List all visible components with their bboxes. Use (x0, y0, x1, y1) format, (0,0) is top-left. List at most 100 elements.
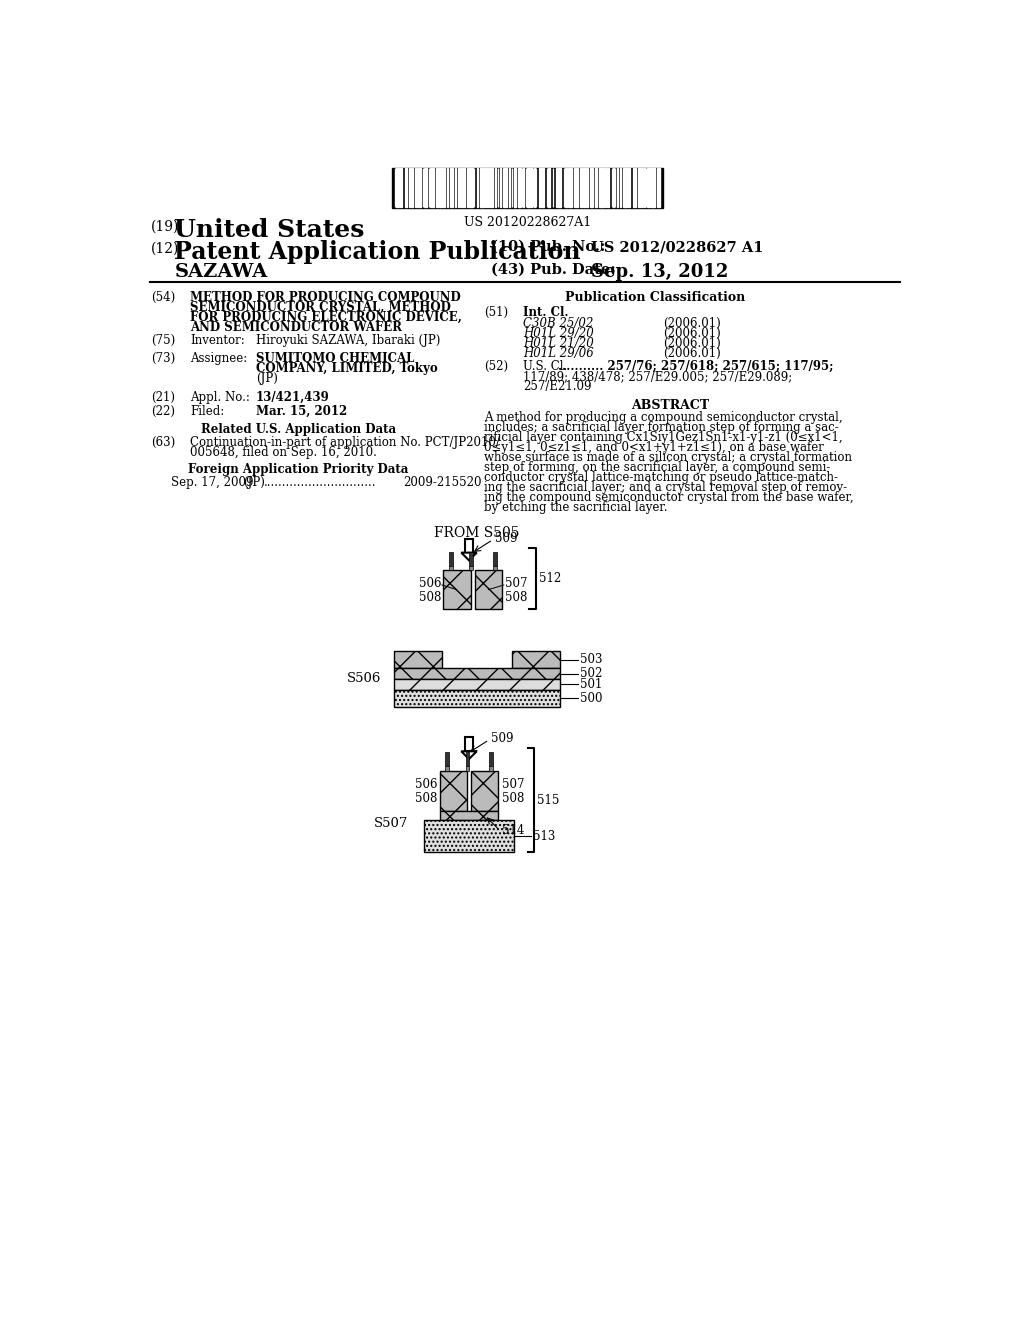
Bar (394, 668, 560, 678)
Bar (432, 169, 434, 207)
Text: 512: 512 (539, 572, 561, 585)
Text: by etching the sacrificial layer.: by etching the sacrificial layer. (484, 502, 668, 513)
Text: Patent Application Publication: Patent Application Publication (174, 240, 581, 264)
Text: (75): (75) (152, 334, 175, 347)
Text: 506: 506 (419, 577, 441, 590)
Text: (10) Pub. No.:: (10) Pub. No.: (490, 240, 605, 253)
Bar (503, 169, 505, 207)
Bar (512, 651, 560, 668)
Text: (12): (12) (152, 242, 179, 256)
Text: step of forming, on the sacrificial layer, a compound semi-: step of forming, on the sacrificial laye… (484, 461, 830, 474)
Bar (471, 169, 473, 207)
Text: COMPANY, LIMITED, Tokyo: COMPANY, LIMITED, Tokyo (256, 363, 437, 375)
Text: 506: 506 (415, 777, 437, 791)
Bar (602, 169, 604, 207)
Text: (2006.01): (2006.01) (663, 337, 721, 350)
Bar (481, 169, 483, 207)
Bar (650, 169, 652, 207)
Text: 508: 508 (419, 591, 441, 603)
Bar (400, 169, 402, 207)
Bar (465, 539, 473, 553)
Bar (396, 169, 398, 207)
Bar (599, 169, 601, 207)
Bar (624, 169, 626, 207)
Text: SUMITOMO CHEMICAL: SUMITOMO CHEMICAL (256, 352, 415, 366)
Bar (445, 766, 450, 771)
Bar (658, 169, 660, 207)
Bar (493, 566, 497, 570)
Bar (420, 169, 421, 207)
Text: United States: United States (174, 218, 365, 243)
Bar (440, 169, 442, 207)
Bar (443, 169, 445, 207)
Bar (466, 752, 469, 766)
Bar (394, 689, 560, 706)
Bar (514, 169, 515, 207)
Text: Appl. No.:: Appl. No.: (190, 391, 250, 404)
Text: S507: S507 (374, 817, 408, 830)
Text: FOR PRODUCING ELECTRONIC DEVICE,: FOR PRODUCING ELECTRONIC DEVICE, (190, 312, 462, 323)
Text: H01L 29/20: H01L 29/20 (523, 327, 594, 341)
Text: S506: S506 (347, 672, 382, 685)
Text: H01L 21/20: H01L 21/20 (523, 337, 594, 350)
Text: A method for producing a compound semiconductor crystal,: A method for producing a compound semico… (484, 411, 843, 424)
Bar (445, 752, 450, 766)
Bar (592, 169, 593, 207)
Text: whose surface is made of a silicon crystal; a crystal formation: whose surface is made of a silicon cryst… (484, 451, 853, 465)
Text: 508: 508 (415, 792, 437, 805)
Bar (583, 169, 586, 207)
Text: includes; a sacrificial layer formation step of forming a sac-: includes; a sacrificial layer formation … (484, 421, 840, 434)
Text: Filed:: Filed: (190, 405, 224, 418)
Text: AND SEMICONDUCTOR WAFER: AND SEMICONDUCTOR WAFER (190, 321, 402, 334)
Bar (460, 169, 461, 207)
Bar (633, 169, 634, 207)
Text: (19): (19) (152, 220, 179, 234)
Bar (424, 820, 514, 853)
Bar (628, 169, 630, 207)
Bar (595, 169, 597, 207)
Text: US 20120228627A1: US 20120228627A1 (464, 216, 591, 230)
Text: 508: 508 (506, 591, 527, 603)
Bar (527, 169, 528, 207)
Text: ..............................: .............................. (263, 477, 376, 490)
Text: H01L 29/06: H01L 29/06 (523, 347, 594, 360)
Text: 500: 500 (580, 692, 602, 705)
Text: (51): (51) (484, 306, 509, 319)
Text: (73): (73) (152, 352, 175, 366)
Bar (542, 169, 544, 207)
Text: Publication Classification: Publication Classification (565, 290, 745, 304)
Bar (411, 169, 414, 207)
Text: ing the sacrificial layer; and a crystal removal step of remov-: ing the sacrificial layer; and a crystal… (484, 480, 848, 494)
Bar (469, 566, 473, 570)
Text: Sep. 17, 2009: Sep. 17, 2009 (171, 477, 253, 490)
Text: Hiroyuki SAZAWA, Ibaraki (JP): Hiroyuki SAZAWA, Ibaraki (JP) (256, 334, 440, 347)
Bar (486, 169, 488, 207)
Bar (436, 169, 438, 207)
Bar (450, 552, 453, 566)
Bar (493, 552, 497, 566)
Bar (471, 771, 499, 810)
Bar (548, 169, 550, 207)
Bar (580, 169, 583, 207)
Bar (394, 651, 442, 668)
Text: 117/89; 438/478; 257/E29.005; 257/E29.089;: 117/89; 438/478; 257/E29.005; 257/E29.08… (523, 370, 793, 383)
Text: (2006.01): (2006.01) (663, 327, 721, 341)
Bar (391, 168, 663, 207)
Bar (519, 169, 521, 207)
Text: 2009-215520: 2009-215520 (403, 477, 481, 490)
Text: US 2012/0228627 A1: US 2012/0228627 A1 (592, 240, 764, 253)
Text: 503: 503 (580, 653, 602, 667)
Bar (466, 766, 469, 771)
Text: 509: 509 (490, 731, 513, 744)
Bar (635, 169, 636, 207)
Text: (54): (54) (152, 290, 175, 304)
Text: Related U.S. Application Data: Related U.S. Application Data (201, 424, 396, 437)
Bar (439, 771, 467, 810)
Bar (575, 169, 578, 207)
Text: (JP): (JP) (256, 372, 278, 385)
Bar (450, 566, 453, 570)
Bar (404, 169, 407, 207)
Bar (647, 169, 649, 207)
Text: (43) Pub. Date:: (43) Pub. Date: (490, 263, 615, 277)
Text: C30B 25/02: C30B 25/02 (523, 317, 594, 330)
